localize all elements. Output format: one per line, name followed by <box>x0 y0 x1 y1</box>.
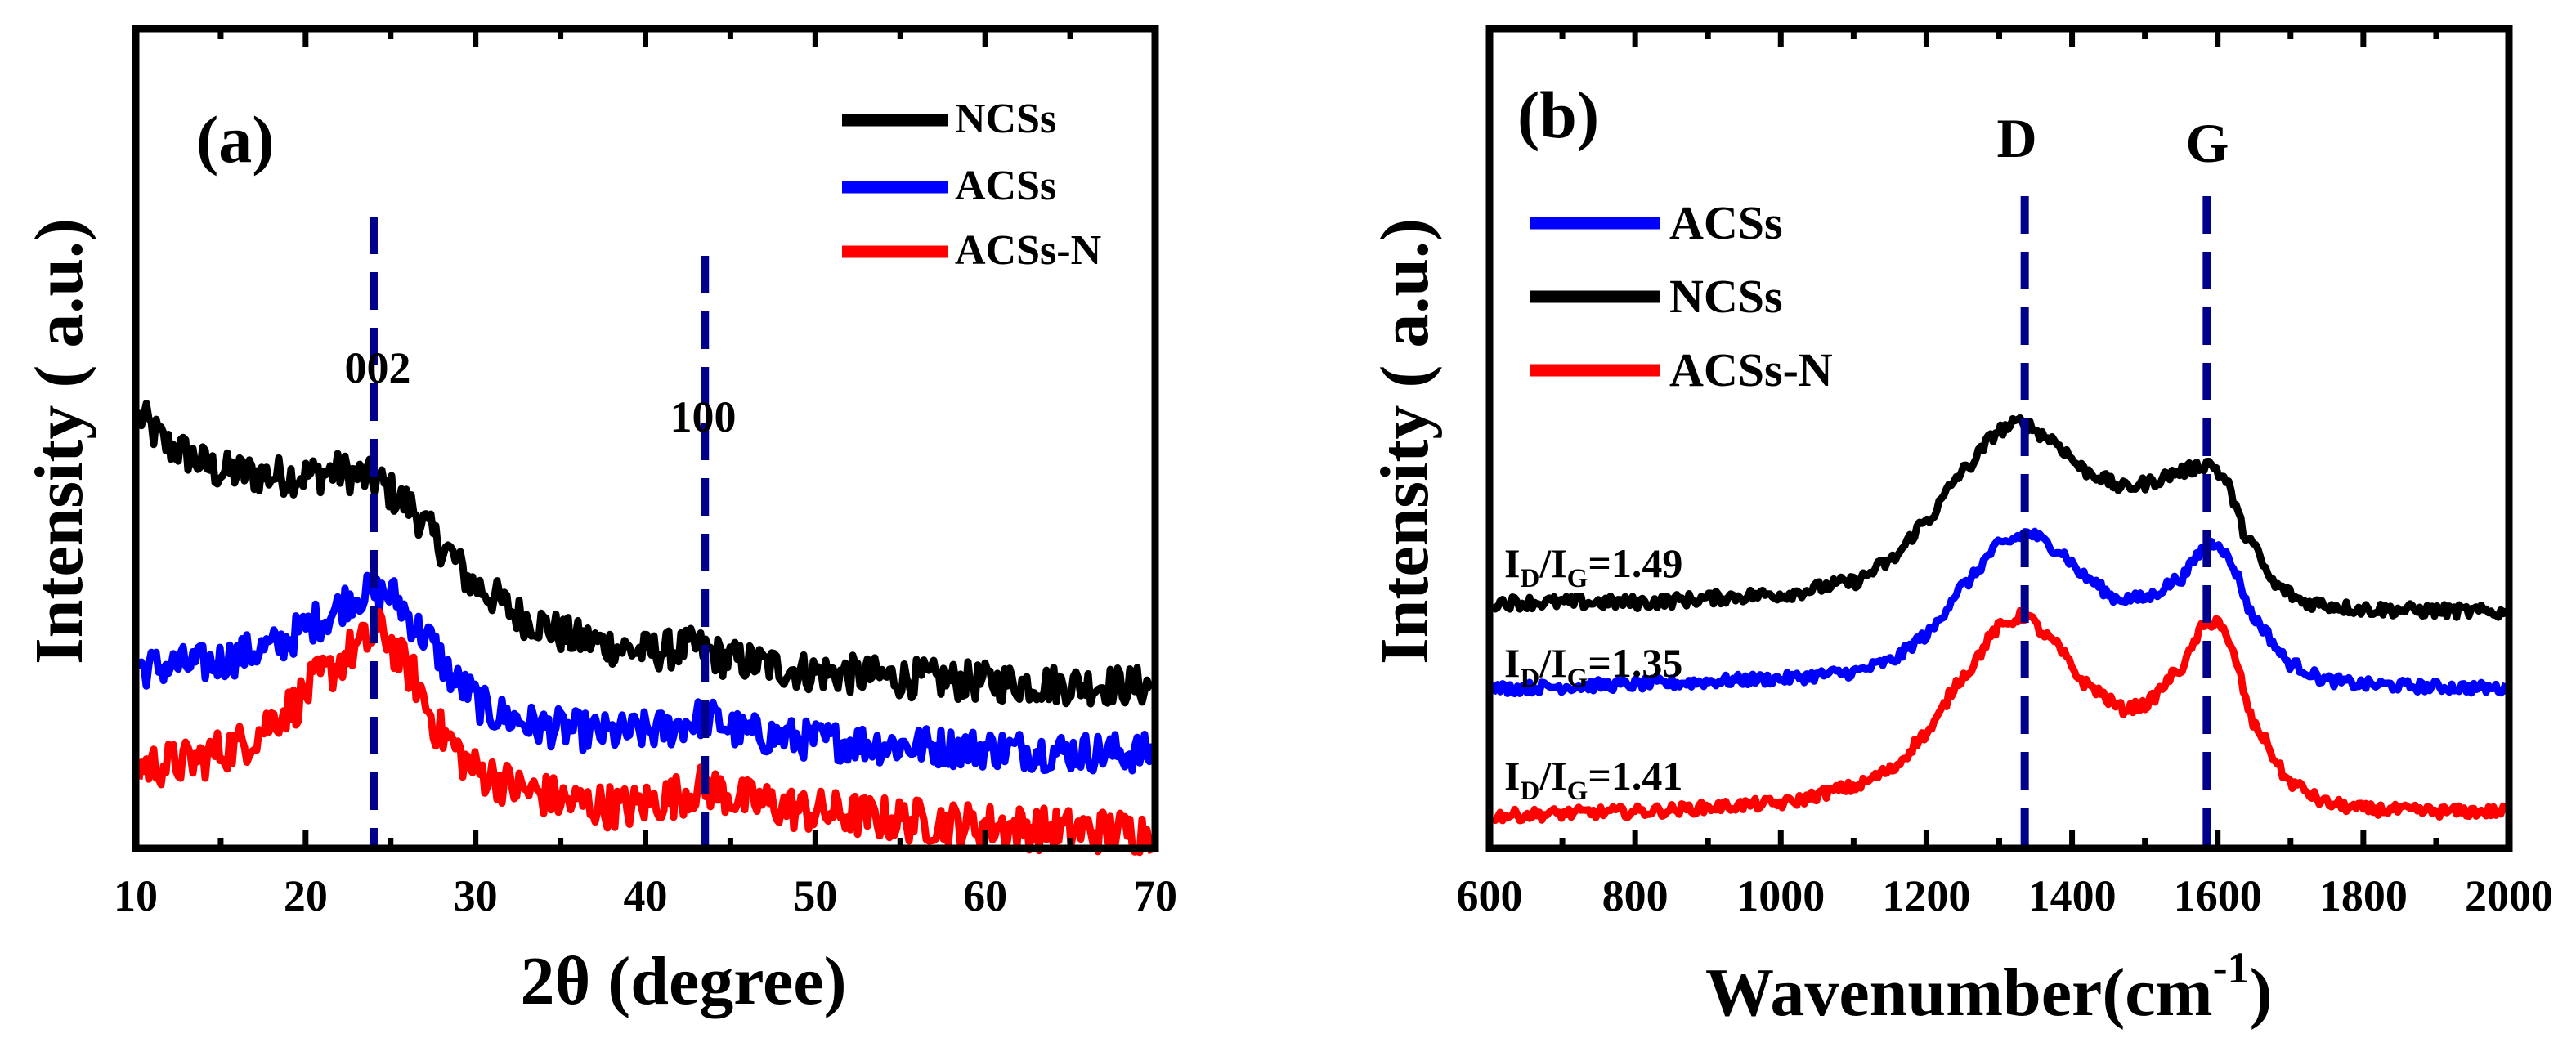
x-tick-label-b-0: 600 <box>1457 871 1523 920</box>
legend-a-label-ncss: NCSs <box>955 96 1056 142</box>
series-line-a-ncss <box>135 400 1154 708</box>
panel-b-peak-label-g: G <box>2186 112 2229 174</box>
annotation-ratio-acss-n-sub-d: D <box>1520 776 1539 806</box>
x-tick-label-b-4: 1400 <box>2028 871 2117 920</box>
panel-a-y-axis-label: Intensity ( a.u.) <box>21 218 97 664</box>
panel-a-peak-label-002: 002 <box>345 343 411 392</box>
annotation-ratio-acss-n: ID/IG=1.41 <box>1504 753 1682 806</box>
annotation-ratio-ncss-i: I <box>1504 540 1520 586</box>
series-line-a-acss <box>135 571 1156 775</box>
annotation-ratio-ncss-sub-g: G <box>1567 564 1588 593</box>
annotation-ratio-ncss-value: =1.49 <box>1588 540 1682 586</box>
legend-a-label-acss-n: ACSs-N <box>955 227 1101 274</box>
panel-b-ticks: 600 800 1000 1200 1400 1600 1800 2000 <box>1457 29 2553 920</box>
x-tick-label-a-4: 50 <box>793 871 837 920</box>
panel-b: 600 800 1000 1200 1400 1600 1800 2000 (b) ACSs … <box>1367 25 2553 1031</box>
legend-b-label-acss-n: ACSs-N <box>1669 343 1833 396</box>
annotation-ratio-acss-n-i: I <box>1504 753 1520 799</box>
panel-b-x-axis-label: Wavenumber(cm-1) <box>1705 943 2273 1031</box>
x-tick-label-b-6: 1800 <box>2319 871 2408 920</box>
series-line-a-acss-n <box>135 608 1156 857</box>
panel-a-label: (a) <box>196 102 275 177</box>
annotation-ratio-acss-sub-g: G <box>1567 664 1588 693</box>
x-tick-label-a-1: 20 <box>284 871 328 920</box>
annotation-ratio-acss-slash: /I <box>1539 640 1566 686</box>
x-tick-label-b-3: 1200 <box>1882 871 1970 920</box>
annotation-ratio-acss-n-sub-g: G <box>1567 776 1588 806</box>
series-line-b-ncss <box>1490 414 2510 621</box>
annotation-ratio-acss-sub-d: D <box>1520 664 1539 693</box>
x-tick-label-b-2: 1000 <box>1736 871 1825 920</box>
annotation-ratio-ncss: ID/IG=1.49 <box>1504 540 1682 593</box>
panel-a: 10 20 30 40 50 60 70 (a) NCSs ACSs ACSs-N 002 … <box>21 25 1177 1019</box>
panel-b-x-axis-label-close: ) <box>2250 955 2273 1031</box>
series-line-b-acss <box>1489 527 2510 698</box>
panel-a-reference-lines <box>369 217 710 845</box>
legend-a-label-acss: ACSs <box>955 163 1056 209</box>
panel-b-x-axis-label-sup: -1 <box>2213 943 2250 992</box>
annotation-ratio-ncss-slash: /I <box>1539 540 1566 586</box>
panel-b-x-axis-label-main: Wavenumber(cm <box>1705 955 2213 1031</box>
x-tick-label-b-5: 1600 <box>2174 871 2262 920</box>
series-line-b-acss-n <box>1491 606 2509 825</box>
annotation-ratio-acss: ID/IG=1.35 <box>1504 640 1682 693</box>
annotation-ratio-acss-value: =1.35 <box>1588 640 1682 686</box>
panel-b-peak-label-d: D <box>1996 107 2036 169</box>
panel-a-peak-label-100: 100 <box>670 392 737 441</box>
panel-a-series <box>135 400 1156 857</box>
annotation-ratio-acss-n-slash: /I <box>1539 753 1566 799</box>
panel-b-series <box>1489 414 2510 825</box>
panel-b-legend: ACSs NCSs ACSs-N <box>1530 196 1833 396</box>
x-tick-label-a-2: 30 <box>454 871 498 920</box>
x-tick-label-a-3: 40 <box>624 871 668 920</box>
x-tick-label-a-0: 10 <box>114 871 158 920</box>
x-tick-label-a-6: 70 <box>1133 871 1177 920</box>
legend-b-label-ncss: NCSs <box>1669 270 1783 323</box>
panel-a-x-axis-label: 2θ (degree) <box>520 943 846 1019</box>
panel-b-y-axis-label: Intensity ( a.u.) <box>1367 218 1443 664</box>
panel-b-label: (b) <box>1517 78 1599 152</box>
annotation-ratio-acss-i: I <box>1504 640 1520 686</box>
annotation-ratio-ncss-sub-d: D <box>1520 564 1539 593</box>
x-tick-label-b-7: 2000 <box>2465 871 2553 920</box>
panel-b-reference-lines <box>2020 196 2211 845</box>
x-tick-label-b-1: 800 <box>1602 871 1669 920</box>
panel-a-ticks: 10 20 30 40 50 60 70 <box>114 29 1177 920</box>
legend-b-label-acss: ACSs <box>1669 196 1783 249</box>
x-tick-label-a-5: 60 <box>963 871 1007 920</box>
panel-a-legend: NCSs ACSs ACSs-N <box>842 96 1101 274</box>
annotation-ratio-acss-n-value: =1.41 <box>1588 753 1682 799</box>
